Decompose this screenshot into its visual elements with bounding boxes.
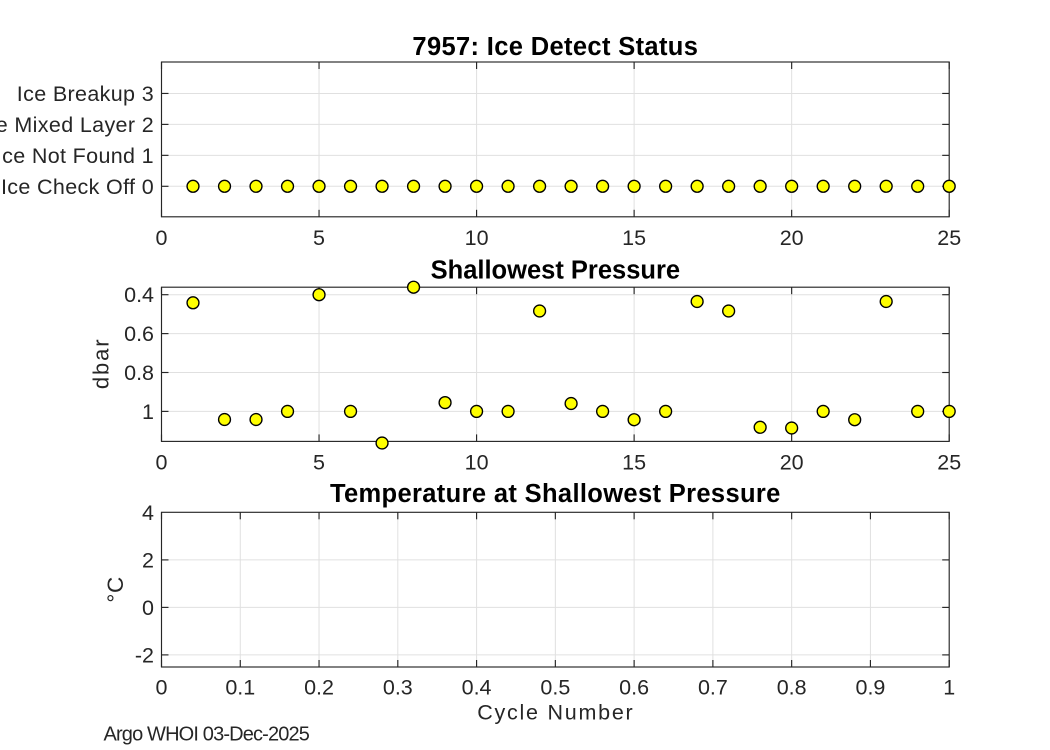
svg-text:15: 15 bbox=[622, 451, 646, 475]
svg-text:Shallowest Pressure: Shallowest Pressure bbox=[431, 257, 680, 285]
svg-text:5: 5 bbox=[313, 451, 325, 475]
svg-text:20: 20 bbox=[780, 451, 804, 475]
svg-text:1: 1 bbox=[142, 400, 154, 424]
svg-text:0.8: 0.8 bbox=[124, 361, 154, 385]
svg-text:0.3: 0.3 bbox=[383, 676, 413, 700]
svg-text:Cycle Number: Cycle Number bbox=[477, 701, 634, 725]
svg-text:25: 25 bbox=[937, 451, 961, 475]
svg-text:0: 0 bbox=[156, 451, 168, 475]
svg-text:Ice Not Found 1: Ice Not Found 1 bbox=[0, 144, 154, 168]
svg-text:0.4: 0.4 bbox=[124, 283, 154, 307]
svg-text:0.5: 0.5 bbox=[540, 676, 570, 700]
svg-text:0.6: 0.6 bbox=[124, 322, 154, 346]
svg-text:0.8: 0.8 bbox=[777, 676, 807, 700]
svg-text:25: 25 bbox=[937, 226, 961, 250]
svg-text:Temperature at Shallowest Pres: Temperature at Shallowest Pressure bbox=[330, 480, 781, 508]
svg-text:°C: °C bbox=[103, 576, 128, 602]
svg-text:Ice Breakup 3: Ice Breakup 3 bbox=[17, 82, 154, 106]
svg-text:-2: -2 bbox=[135, 643, 154, 667]
svg-text:0.2: 0.2 bbox=[304, 676, 334, 700]
svg-text:0: 0 bbox=[156, 676, 168, 700]
svg-text:0.9: 0.9 bbox=[855, 676, 885, 700]
svg-text:0: 0 bbox=[156, 226, 168, 250]
svg-text:dbar: dbar bbox=[89, 337, 114, 389]
svg-text:7957: Ice Detect Status: 7957: Ice Detect Status bbox=[412, 33, 698, 61]
svg-text:0.6: 0.6 bbox=[619, 676, 649, 700]
svg-text:1: 1 bbox=[943, 676, 955, 700]
svg-text:0: 0 bbox=[142, 596, 154, 620]
svg-text:0.7: 0.7 bbox=[698, 676, 728, 700]
svg-text:4: 4 bbox=[142, 501, 154, 525]
svg-text:Ice Check Off 0: Ice Check Off 0 bbox=[1, 175, 154, 199]
svg-text:0.1: 0.1 bbox=[225, 676, 255, 700]
svg-text:5: 5 bbox=[313, 226, 325, 250]
svg-text:Argo WHOI 03-Dec-2025: Argo WHOI 03-Dec-2025 bbox=[104, 723, 310, 745]
svg-text:10: 10 bbox=[465, 226, 489, 250]
svg-text:Ice Mixed Layer 2: Ice Mixed Layer 2 bbox=[0, 113, 154, 137]
svg-text:0.4: 0.4 bbox=[462, 676, 492, 700]
svg-text:15: 15 bbox=[622, 226, 646, 250]
svg-text:2: 2 bbox=[142, 548, 154, 572]
svg-text:10: 10 bbox=[465, 451, 489, 475]
svg-text:20: 20 bbox=[780, 226, 804, 250]
